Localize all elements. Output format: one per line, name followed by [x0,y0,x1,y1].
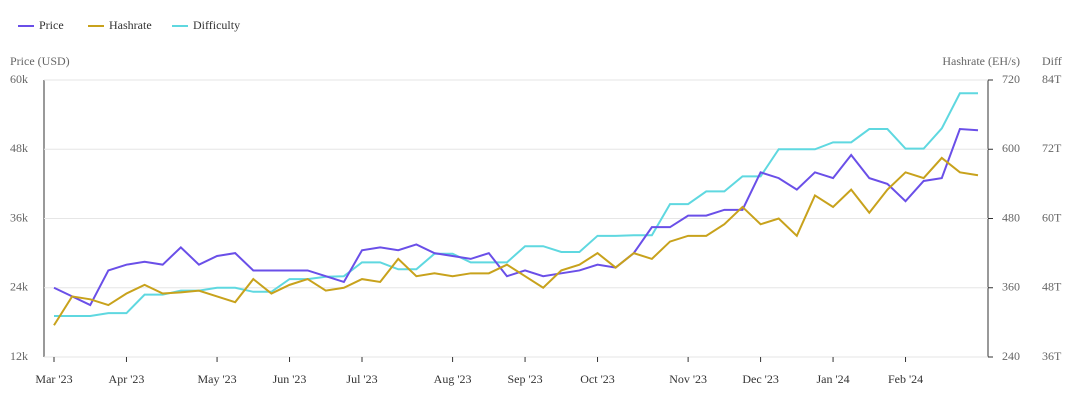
y-tick-label: 48k [10,141,28,155]
y2-tick-label: 720 [1002,72,1020,86]
legend-label: Difficulty [193,18,240,32]
y3-tick-label: 72T [1042,141,1062,155]
y3-tick-label: 84T [1042,72,1062,86]
y-tick-label: 24k [10,280,28,294]
y3-tick-label: 48T [1042,280,1062,294]
x-tick-label: Feb '24 [888,372,923,386]
legend-label: Price [39,18,64,32]
series-line [54,92,978,318]
y2-tick-label: 360 [1002,280,1020,294]
x-tick-label: Apr '23 [109,372,145,386]
y3-tick-label: 36T [1042,349,1062,363]
x-tick-label: Mar '23 [35,372,72,386]
x-tick-label: May '23 [197,372,236,386]
x-tick-label: Jan '24 [816,372,849,386]
x-tick-label: Sep '23 [507,372,542,386]
x-tick-label: Jun '23 [273,372,307,386]
y-tick-label: 12k [10,349,28,363]
y3-axis-title: Diff [1042,54,1062,68]
series-line [53,128,979,307]
y-axis-title: Price (USD) [10,54,70,68]
y-tick-label: 60k [10,72,28,86]
y3-tick-label: 60T [1042,210,1062,224]
y2-tick-label: 480 [1002,210,1020,224]
x-tick-label: Nov '23 [669,372,707,386]
y2-tick-label: 240 [1002,349,1020,363]
y2-axis-title: Hashrate (EH/s) [942,54,1020,68]
x-tick-label: Jul '23 [346,372,377,386]
x-tick-label: Aug '23 [434,372,472,386]
y-tick-label: 36k [10,210,28,224]
x-tick-label: Dec '23 [742,372,778,386]
series-line [53,156,979,326]
legend-label: Hashrate [109,18,152,32]
x-tick-label: Oct '23 [580,372,615,386]
y2-tick-label: 600 [1002,141,1020,155]
